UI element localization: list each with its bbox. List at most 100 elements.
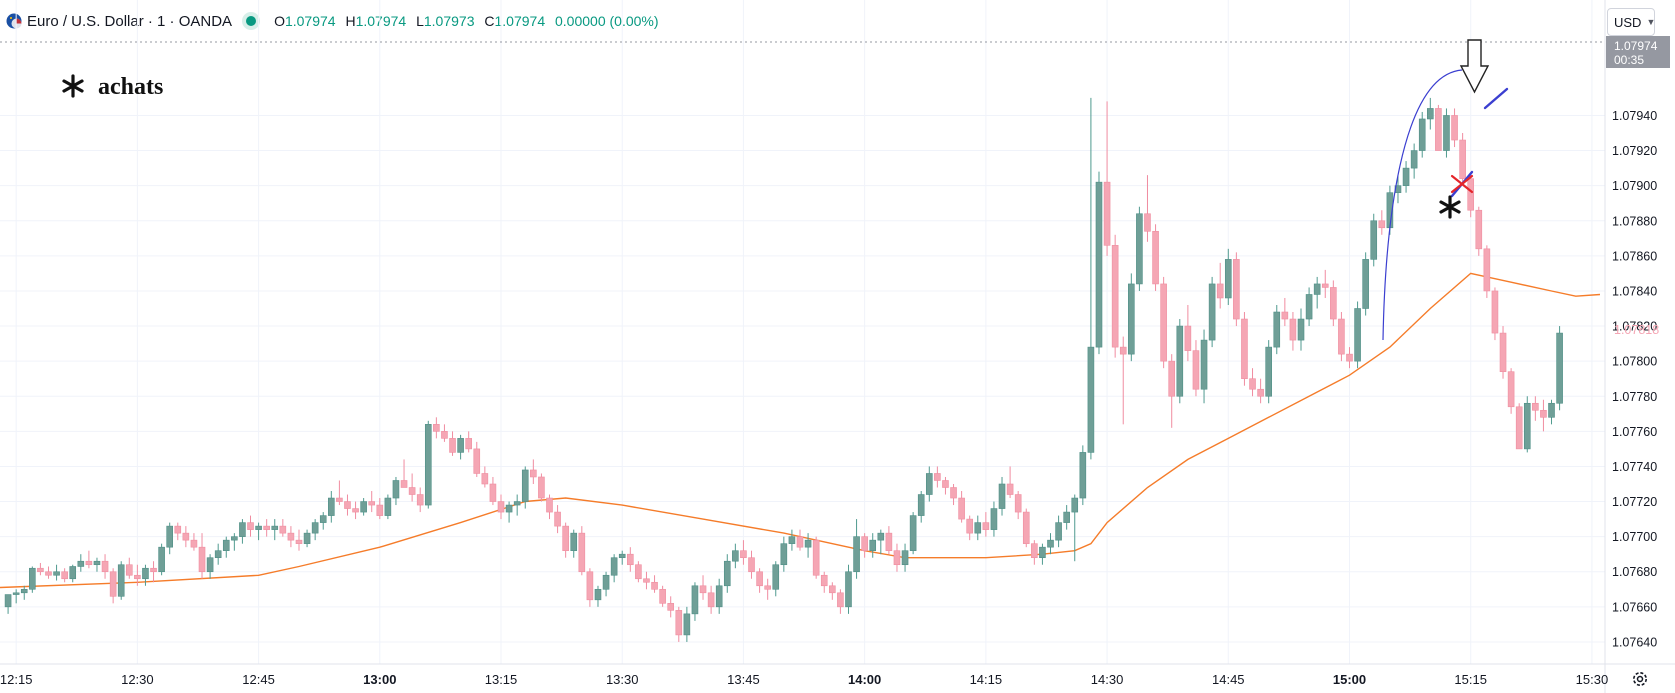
time-axis-label: 13:15 xyxy=(485,672,518,687)
candle xyxy=(1184,304,1192,362)
candle xyxy=(1216,262,1224,309)
trend-curve xyxy=(1382,69,1463,341)
currency-button[interactable]: USD ▼ xyxy=(1607,8,1655,36)
annotations: achats xyxy=(62,39,1509,341)
open-value: 1.07974 xyxy=(284,13,336,29)
candle xyxy=(408,473,416,502)
price-axis-label: 1.07920 xyxy=(1612,144,1657,158)
candle xyxy=(990,501,998,537)
time-axis-label: 12:30 xyxy=(121,672,154,687)
candle xyxy=(1362,252,1369,316)
candle xyxy=(667,596,675,618)
asterisk-icon xyxy=(1439,195,1461,219)
price-axis-label: 1.07800 xyxy=(1612,355,1657,369)
candle xyxy=(1119,336,1127,425)
gear-icon[interactable] xyxy=(1631,670,1649,688)
candle xyxy=(764,578,771,600)
candle xyxy=(1410,143,1418,179)
price-axis-label: 1.07720 xyxy=(1612,495,1657,509)
candle xyxy=(820,571,828,593)
candle xyxy=(659,585,666,607)
candle xyxy=(780,536,788,572)
candle xyxy=(618,550,626,565)
candle xyxy=(707,585,715,614)
candle xyxy=(578,526,586,576)
candle xyxy=(554,505,561,534)
time-axis-label: 15:00 xyxy=(1333,672,1366,687)
candle xyxy=(1160,276,1167,369)
candle xyxy=(166,522,173,555)
time-axis-label: 12:45 xyxy=(242,672,275,687)
candle xyxy=(142,564,149,586)
candle xyxy=(877,529,885,555)
candle xyxy=(1022,508,1030,548)
candle xyxy=(909,512,917,555)
candle xyxy=(1039,543,1046,565)
candle xyxy=(1273,304,1281,355)
candle xyxy=(352,501,359,520)
currency-label: USD xyxy=(1614,14,1642,30)
candle xyxy=(1483,245,1491,298)
low-label: L xyxy=(416,13,424,29)
candle xyxy=(1063,505,1070,530)
candle xyxy=(1241,312,1248,386)
open-label: O xyxy=(274,13,285,29)
high-label: H xyxy=(345,13,356,29)
candle xyxy=(675,606,683,642)
candle xyxy=(336,480,343,506)
candle xyxy=(1556,326,1563,411)
candle xyxy=(812,536,820,579)
candle xyxy=(772,561,780,597)
candle xyxy=(942,476,949,495)
price-axis-label: 1.07640 xyxy=(1612,635,1657,649)
candle xyxy=(982,512,990,537)
candle xyxy=(1233,252,1240,327)
candle xyxy=(853,519,860,579)
candle xyxy=(958,491,965,523)
candle xyxy=(1152,224,1159,291)
candle xyxy=(255,522,262,541)
candle xyxy=(1047,533,1054,555)
change-value: 0.00000 (0.00%) xyxy=(555,13,659,29)
candle xyxy=(1491,287,1499,341)
candle xyxy=(1257,378,1264,404)
candle xyxy=(303,529,311,548)
candle xyxy=(901,543,909,572)
candle xyxy=(53,564,60,581)
price-axis-label: 1.07940 xyxy=(1612,109,1657,123)
close-value: 1.07974 xyxy=(494,13,546,29)
candle xyxy=(829,582,836,600)
candle xyxy=(93,557,101,572)
candle xyxy=(796,529,804,551)
candle xyxy=(206,554,214,579)
candle xyxy=(37,562,44,576)
candle xyxy=(1532,396,1539,421)
candle xyxy=(1208,276,1216,348)
candle xyxy=(29,566,36,593)
low-value: 1.07973 xyxy=(423,13,475,29)
candle xyxy=(546,494,553,520)
symbol-title[interactable]: Euro / U.S. Dollar · 1 · OANDA xyxy=(27,12,233,30)
candle xyxy=(627,547,634,572)
candle xyxy=(279,519,287,537)
price-axis-label: 1.07760 xyxy=(1612,425,1657,439)
candle xyxy=(117,561,125,600)
candle xyxy=(20,585,28,600)
candle xyxy=(368,491,376,513)
candle xyxy=(360,498,367,516)
candle xyxy=(1289,312,1297,351)
time-axis-label: 14:15 xyxy=(970,672,1003,687)
candle xyxy=(594,585,602,607)
price-axis-label: 1.07900 xyxy=(1612,179,1657,193)
candle xyxy=(1475,206,1483,256)
candle xyxy=(1087,97,1095,460)
candle xyxy=(392,476,400,506)
candle xyxy=(917,491,925,523)
candle xyxy=(198,533,206,579)
candle xyxy=(247,515,254,537)
price-axis-label: 1.07880 xyxy=(1612,214,1657,228)
price-axis-label: 1.07660 xyxy=(1612,600,1657,614)
candle xyxy=(416,487,424,513)
